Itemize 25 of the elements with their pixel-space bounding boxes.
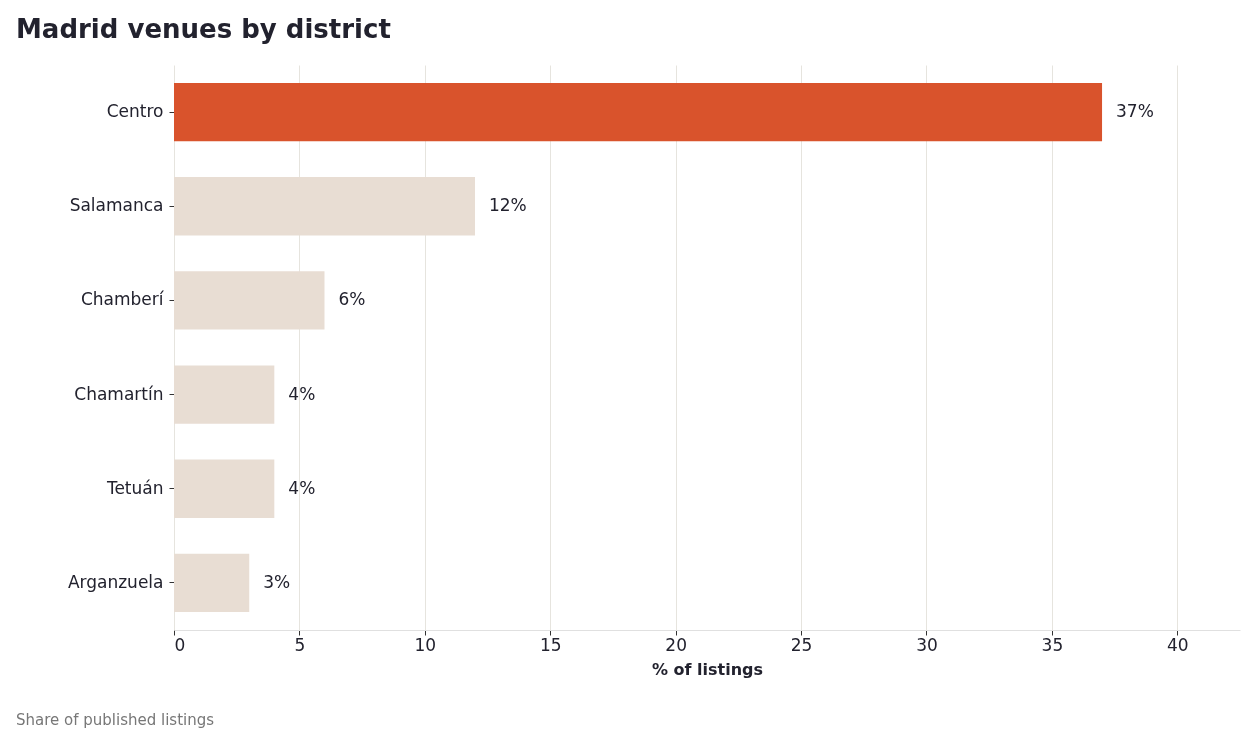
y-tick-label: Chamartín (74, 383, 164, 404)
data-label: 4% (288, 383, 316, 404)
x-tick-label: 40 (1166, 634, 1189, 655)
x-tick-label: 0 (174, 634, 186, 655)
y-tick-label: Tetuán (105, 477, 164, 498)
y-tick-label: Salamanca (69, 195, 164, 216)
x-tick-label: 20 (665, 634, 687, 655)
y-tick-label: Chamberí (80, 289, 165, 310)
x-tick-label: 30 (916, 634, 938, 655)
data-label: 3% (263, 571, 291, 592)
y-tick-label: Arganzuela (67, 571, 164, 592)
x-axis-title: % of listings (651, 659, 764, 679)
y-tick-label: Centro (106, 101, 164, 122)
x-tick-label: 15 (539, 634, 562, 655)
bar (174, 82, 1103, 142)
data-label: 12% (488, 195, 527, 216)
x-tick-label: 25 (790, 634, 813, 655)
x-tick-label: 10 (414, 634, 437, 655)
data-label: 4% (288, 477, 316, 498)
x-tick-label: 5 (294, 634, 306, 655)
chart-title: Madrid venues by district (16, 14, 391, 44)
data-label: 6% (338, 289, 366, 310)
text: Share of published listings (16, 711, 215, 729)
data-label: 37% (1116, 101, 1154, 122)
x-tick-label: 35 (1041, 634, 1064, 655)
